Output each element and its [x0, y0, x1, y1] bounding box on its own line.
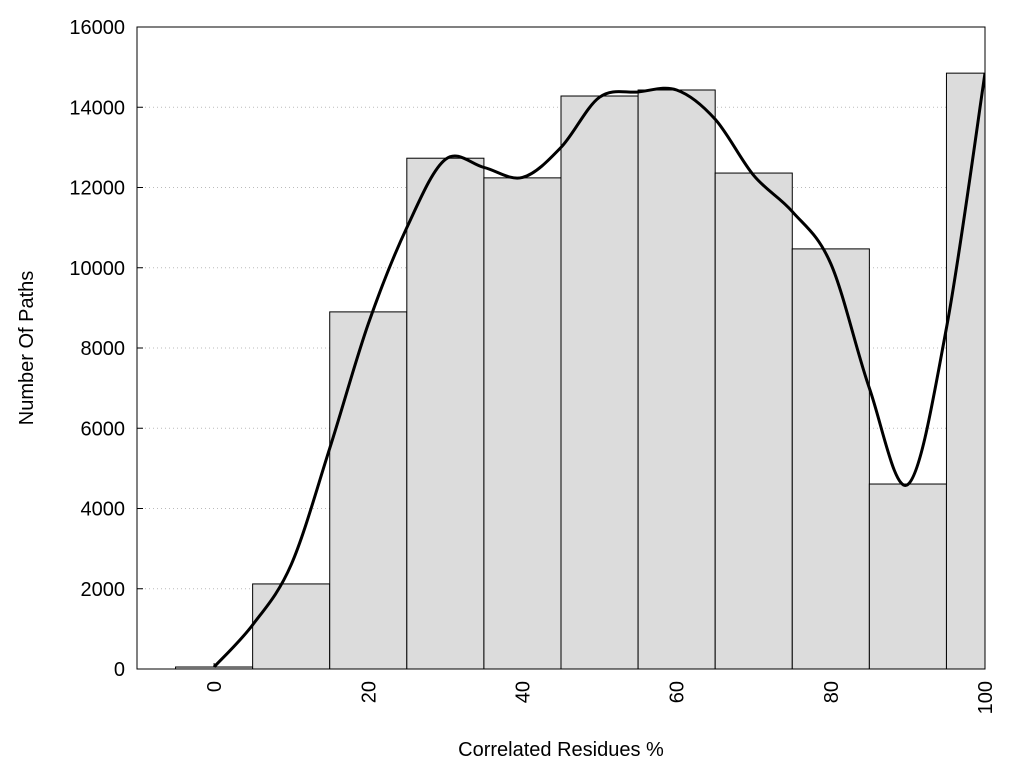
y-tick-label: 10000 — [69, 258, 125, 280]
bar — [406, 157, 485, 669]
smooth-curve — [212, 72, 985, 669]
bar — [252, 583, 331, 669]
y-tick-label: 14000 — [69, 97, 125, 119]
y-tick-label: 6000 — [81, 418, 126, 440]
bar — [791, 248, 870, 669]
plot-area — [175, 72, 985, 669]
y-tick-label: 8000 — [81, 338, 126, 360]
x-tick-label: 40 — [512, 681, 534, 703]
x-tick-label: 0 — [204, 681, 226, 692]
y-tick-label: 12000 — [69, 178, 125, 200]
x-axis-label: Correlated Residues % — [458, 739, 664, 761]
x-tick-label: 20 — [358, 681, 380, 703]
plot-frame — [136, 26, 986, 670]
y-tick-label: 2000 — [81, 579, 126, 601]
y-axis-label: Number Of Paths — [16, 271, 38, 426]
x-tick-label: 80 — [821, 681, 843, 703]
bar — [560, 95, 639, 669]
bar — [329, 311, 408, 669]
bar — [868, 483, 947, 669]
x-tick-label: 60 — [667, 681, 689, 703]
y-tick-label: 4000 — [81, 499, 126, 521]
bar — [483, 177, 562, 669]
bar — [714, 172, 793, 669]
x-tick-label: 100 — [975, 681, 997, 714]
bar — [637, 89, 716, 669]
y-tick-label: 16000 — [69, 17, 125, 39]
y-tick-label: 0 — [114, 659, 125, 681]
